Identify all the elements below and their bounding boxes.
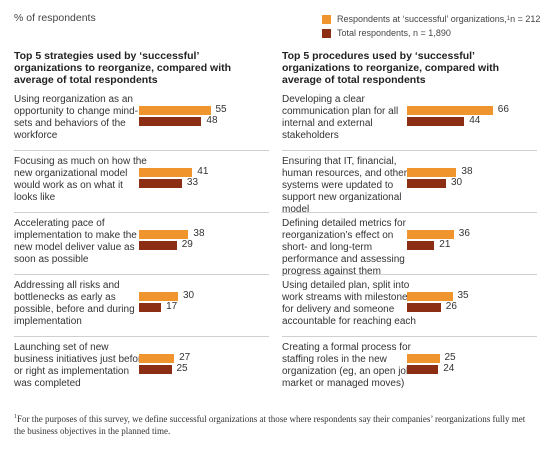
category-label: Focusing as much on how the new organiza…: [14, 156, 147, 203]
legend-n-successful: n = 212: [510, 14, 541, 24]
row-divider: [14, 212, 269, 213]
bar-total: [407, 303, 441, 312]
bar-total: [139, 117, 202, 126]
category-label: Defining detailed metrics for reorganiza…: [282, 218, 406, 277]
strategies-panel-title: Top 5 strategies used by ‘successful’ or…: [14, 50, 232, 86]
value-label-total: 33: [186, 177, 199, 188]
chart-row: Focusing as much on how the new organiza…: [14, 156, 269, 218]
chart-row: Developing a clear communication plan fo…: [282, 94, 537, 156]
bar-successful: [139, 230, 189, 239]
value-label-successful: 38: [193, 228, 205, 239]
value-label-successful: 66: [497, 104, 509, 115]
legend-swatch-total: [322, 28, 331, 38]
category-label: Accelerating pace of implementation to m…: [14, 218, 137, 265]
category-label: Using detailed plan, split into work str…: [282, 280, 416, 327]
bar-total: [139, 179, 182, 188]
chart-row: Ensuring that IT, financial, human resou…: [282, 156, 537, 218]
value-label-total: 48: [206, 115, 218, 126]
value-label-successful: 30: [183, 290, 195, 301]
value-label-total: 29: [181, 239, 193, 250]
bar-total: [407, 179, 446, 188]
legend: Respondents at ‘successful’ organization…: [322, 12, 540, 40]
bar-successful: [407, 230, 454, 239]
procedures-panel: Top 5 procedures used by ‘successful’ or…: [282, 50, 537, 390]
legend-swatch-successful: [322, 14, 331, 24]
row-divider: [282, 150, 537, 151]
procedures-panel-title: Top 5 procedures used by ‘successful’ or…: [282, 50, 500, 86]
value-label-total: 24: [443, 363, 455, 374]
bar-successful: [407, 168, 457, 177]
category-label: Using reorganization as an opportunity t…: [14, 94, 138, 141]
bar-successful: [139, 106, 211, 115]
value-label-total: 44: [469, 115, 481, 126]
value-label-successful: 25: [444, 352, 456, 363]
value-label-total: 25: [176, 363, 188, 374]
chart-row: Creating a formal process for staffing r…: [282, 342, 537, 404]
legend-item-total: Total respondents, n = 1,890: [322, 26, 540, 40]
value-label-successful: 27: [179, 352, 191, 363]
category-label: Creating a formal process for staffing r…: [282, 342, 412, 389]
bar-total: [407, 365, 439, 374]
legend-label-total: Total respondents, n = 1,890: [337, 28, 451, 38]
bar-total: [139, 365, 172, 374]
bar-successful: [407, 354, 440, 363]
chart-row: Addressing all risks and bottlenecks as …: [14, 280, 269, 342]
footnote-text: For the purposes of this survey, we defi…: [14, 414, 526, 436]
category-label: Launching set of new business initiative…: [14, 342, 147, 389]
row-divider: [282, 274, 537, 275]
row-divider: [14, 336, 269, 337]
value-label-total: 17: [166, 301, 178, 312]
chart-row: Launching set of new business initiative…: [14, 342, 269, 404]
bar-total: [407, 241, 435, 250]
row-divider: [282, 336, 537, 337]
chart-row: Defining detailed metrics for reorganiza…: [282, 218, 537, 280]
legend-footnote-marker: 1: [506, 16, 511, 22]
value-label-successful: 36: [458, 228, 470, 239]
bar-total: [407, 117, 465, 126]
category-label: Developing a clear communication plan fo…: [282, 94, 399, 141]
row-divider: [14, 150, 269, 151]
footnote: 1For the purposes of this survey, we def…: [14, 411, 534, 437]
chart-row: Using reorganization as an opportunity t…: [14, 94, 269, 156]
footnote-marker: 1: [14, 414, 17, 420]
chart-row: Using detailed plan, split into work str…: [282, 280, 537, 342]
strategies-panel: Top 5 strategies used by ‘successful’ or…: [14, 50, 269, 390]
unit-label: % of respondents: [14, 12, 96, 24]
row-divider: [14, 274, 269, 275]
value-label-total: 21: [439, 239, 451, 250]
bar-total: [139, 303, 162, 312]
bar-successful: [139, 168, 193, 177]
bar-successful: [139, 292, 178, 301]
bar-successful: [407, 292, 453, 301]
value-label-successful: 38: [461, 166, 473, 177]
value-label-successful: 35: [457, 290, 469, 301]
bar-successful: [407, 106, 493, 115]
category-label: Addressing all risks and bottlenecks as …: [14, 280, 135, 327]
value-label-total: 30: [451, 177, 463, 188]
value-label-successful: 55: [215, 104, 227, 115]
value-label-total: 26: [445, 301, 457, 312]
bar-total: [139, 241, 177, 250]
category-label: Ensuring that IT, financial, human resou…: [282, 156, 408, 215]
bar-successful: [139, 354, 175, 363]
legend-item-successful: Respondents at ‘successful’ organization…: [322, 12, 540, 26]
value-label-successful: 41: [197, 166, 209, 177]
chart-row: Accelerating pace of implementation to m…: [14, 218, 269, 280]
row-divider: [282, 212, 537, 213]
legend-label-successful: Respondents at ‘successful’ organization…: [337, 14, 507, 24]
